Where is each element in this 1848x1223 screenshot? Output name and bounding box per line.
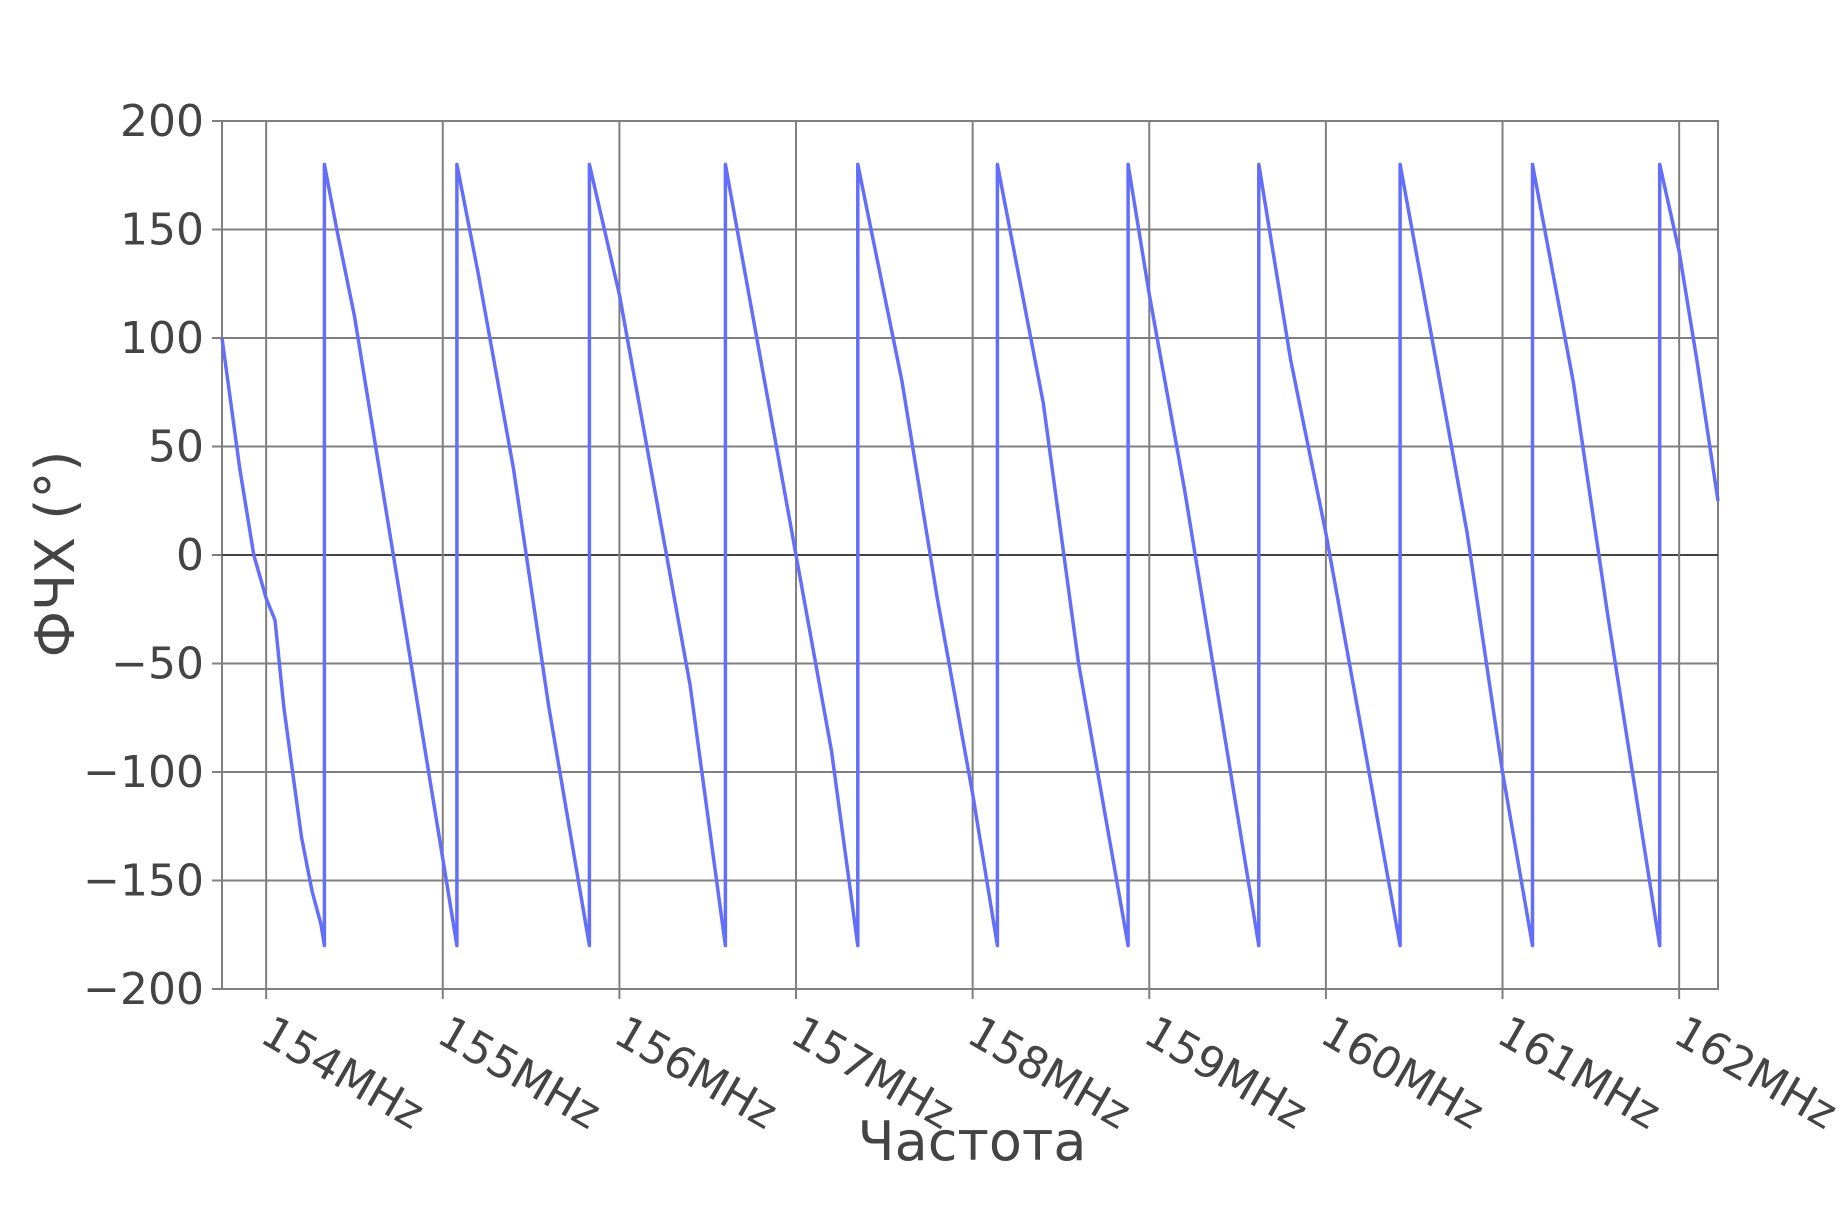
y-tick-label: 50 (148, 422, 204, 473)
y-tick-label: −100 (83, 747, 204, 798)
x-tick-label: 161MHz (1489, 1006, 1669, 1139)
x-tick-label: 154MHz (253, 1006, 433, 1139)
y-tick-label: −50 (111, 639, 204, 690)
phase-series-line (220, 162, 1720, 948)
x-tick-label: 160MHz (1312, 1006, 1492, 1139)
y-tick-label: −200 (83, 964, 204, 1015)
plot-area (220, 162, 1720, 948)
y-tick-label: 100 (120, 313, 204, 364)
x-tick-label: 155MHz (429, 1006, 609, 1139)
x-axis-title: Частота (858, 1110, 1087, 1173)
y-tick-label: 200 (120, 96, 204, 147)
y-tick-label: 0 (176, 530, 204, 581)
y-axis-ticks: 200 150 100 50 0 −50 −100 −150 −200 (83, 96, 222, 1015)
x-tick-label: 156MHz (606, 1006, 786, 1139)
x-tick-label: 162MHz (1666, 1006, 1846, 1139)
y-axis-title: ФЧХ (°) (24, 451, 87, 658)
grid (221, 120, 1719, 990)
y-tick-label: −150 (83, 856, 204, 907)
y-tick-label: 150 (120, 205, 204, 256)
x-tick-label: 159MHz (1136, 1006, 1316, 1139)
